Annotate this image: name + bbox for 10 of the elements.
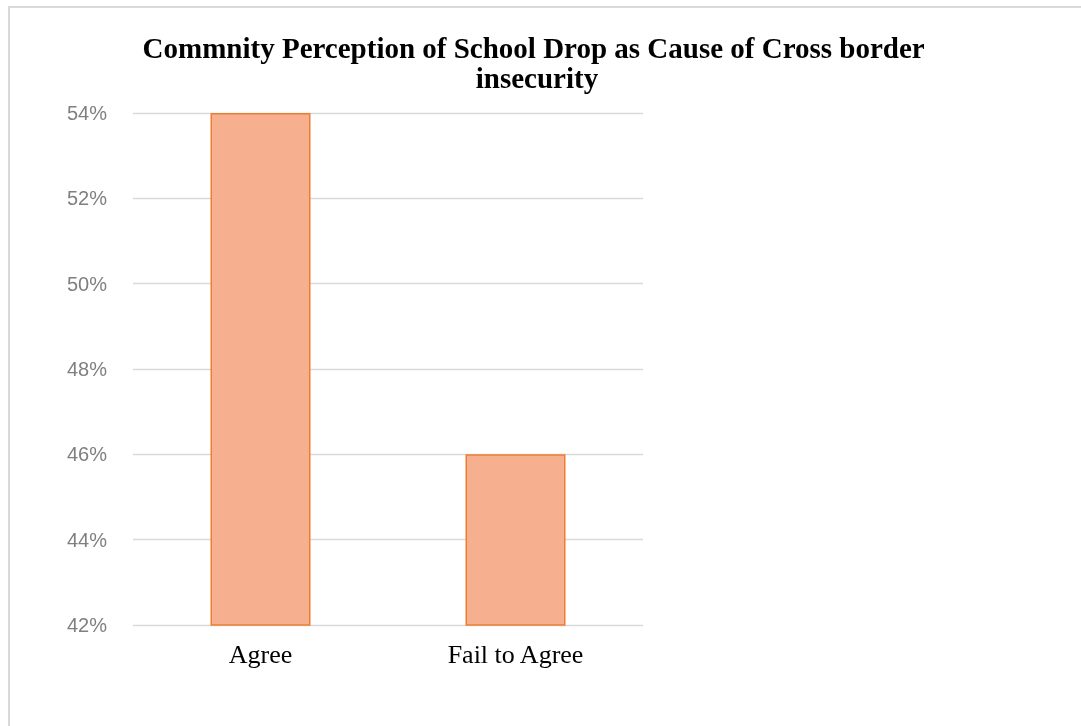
x-tick-label: Fail to Agree — [447, 639, 584, 669]
y-tick-label: 46% — [66, 443, 108, 466]
y-tick-label: 44% — [66, 528, 108, 551]
y-tick-label: 48% — [66, 358, 108, 380]
y-tick-label: 50% — [66, 272, 108, 295]
y-tick-label: 52% — [66, 187, 108, 210]
y-tick-label: 42% — [66, 614, 108, 636]
x-tick-label: Agree — [228, 639, 293, 669]
y-tick-label: 54% — [66, 102, 108, 124]
chart-title: Commnity Perception of School Drop as Cause of Cross border insecurity — [142, 32, 932, 94]
